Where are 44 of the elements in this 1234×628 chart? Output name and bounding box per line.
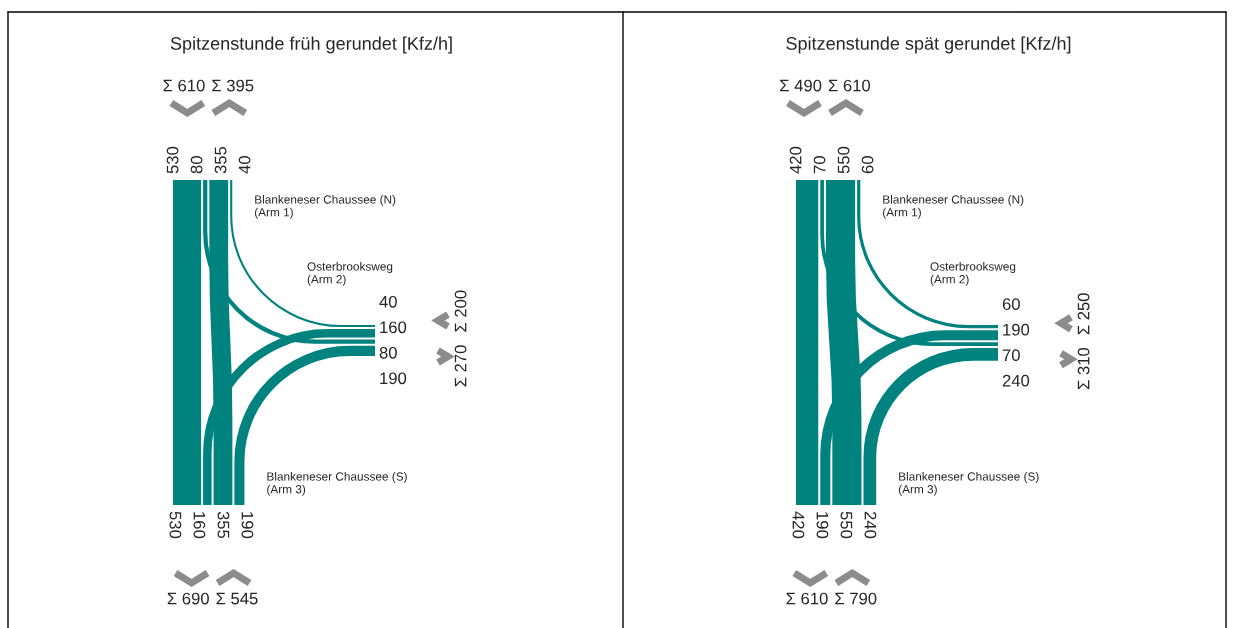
data-label: 190	[1003, 323, 1030, 336]
data-label: 240	[864, 511, 877, 539]
data-label: 190	[241, 512, 254, 539]
data-label: 160	[380, 321, 407, 334]
text: Σ 545	[216, 592, 258, 605]
text: Σ 395	[212, 79, 254, 92]
text: Blankeneser Chaussee (N) (Arm 1)	[883, 195, 1024, 219]
text: Spitzenstunde spät gerundet [Kfz/h]	[786, 36, 1071, 54]
text: Σ 610	[163, 79, 205, 92]
text: Σ 790	[835, 592, 877, 605]
text: Σ 200	[454, 290, 467, 332]
data-label: 530	[166, 146, 179, 174]
text: Σ 270	[454, 345, 467, 387]
text: Σ 310	[1077, 347, 1090, 390]
data-label: 80	[379, 346, 397, 359]
data-label: 160	[193, 512, 206, 539]
text: Spitzenstunde früh gerundet [Kfz/h]	[170, 36, 452, 54]
text: Blankeneser Chaussee (N) (Arm 1)	[255, 195, 396, 219]
data-label: 60	[1002, 298, 1020, 311]
text: Osterbrooksweg (Arm 2)	[930, 262, 1016, 286]
data-label: 70	[1002, 349, 1020, 362]
text: Σ 610	[786, 592, 828, 605]
data-label: 550	[840, 511, 853, 539]
data-label: 550	[837, 146, 850, 174]
data-label: 190	[816, 512, 829, 539]
data-label: 190	[380, 372, 407, 385]
data-label: 60	[861, 156, 874, 174]
data-label: 420	[792, 511, 805, 539]
text: Blankeneser Chaussee (S) (Arm 3)	[898, 472, 1039, 496]
data-label: 240	[1002, 374, 1030, 387]
data-label: 40	[238, 156, 251, 174]
text: Σ 490	[780, 79, 822, 92]
text: Σ 690	[167, 592, 209, 605]
data-label: 355	[214, 146, 227, 174]
text: Osterbrooksweg (Arm 2)	[307, 262, 393, 286]
data-label: 355	[217, 511, 230, 539]
data-label: 40	[379, 295, 397, 308]
data-label: 530	[169, 511, 182, 539]
data-label: 80	[190, 156, 203, 174]
text: Blankeneser Chaussee (S) (Arm 3)	[267, 472, 407, 496]
text: Σ 250	[1077, 293, 1090, 335]
text: Σ 610	[828, 79, 871, 92]
data-label: 70	[813, 156, 826, 174]
data-label: 420	[789, 146, 802, 174]
